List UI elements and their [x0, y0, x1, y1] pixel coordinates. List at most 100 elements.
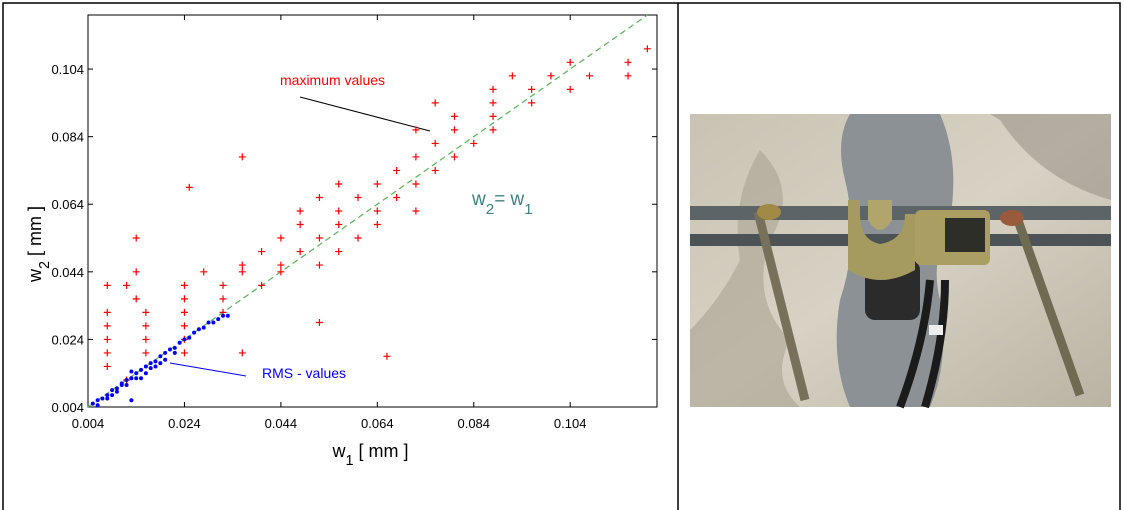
point — [296, 207, 304, 215]
y-axis-label-part: [ mm ] — [25, 206, 45, 261]
point — [129, 376, 134, 381]
y-axis-label: w2 [ mm ] — [25, 206, 53, 283]
point — [139, 367, 144, 372]
point — [489, 99, 497, 107]
point — [182, 337, 187, 342]
point — [315, 261, 323, 269]
x-axis-label-part: [ mm ] — [354, 441, 409, 461]
point — [277, 234, 285, 242]
point — [95, 403, 100, 408]
point — [450, 112, 458, 120]
y-tick-label: 0.064 — [51, 197, 84, 212]
x-axis-label: w1 [ mm ] — [332, 441, 409, 469]
point — [172, 345, 177, 350]
point — [296, 221, 304, 229]
point — [132, 295, 140, 303]
point — [335, 248, 343, 256]
point — [158, 354, 163, 359]
x-tick-label: 0.104 — [554, 416, 587, 431]
point — [216, 317, 221, 322]
point — [315, 319, 323, 327]
point — [489, 112, 497, 120]
point — [354, 193, 362, 201]
x-tick-label: 0.044 — [265, 416, 298, 431]
point — [238, 261, 246, 269]
x-tick-label: 0.004 — [72, 416, 105, 431]
point — [148, 361, 153, 366]
point — [143, 364, 148, 369]
point — [431, 166, 439, 174]
point — [431, 139, 439, 147]
point — [129, 398, 134, 403]
point — [489, 126, 497, 134]
identity-label-part: 2 — [486, 201, 494, 218]
point — [393, 166, 401, 174]
point — [200, 268, 208, 276]
point — [450, 153, 458, 161]
point — [124, 383, 129, 388]
point — [103, 335, 111, 343]
photo — [690, 114, 1111, 409]
point — [134, 371, 139, 376]
point — [187, 335, 192, 340]
point — [354, 234, 362, 242]
point — [180, 349, 188, 357]
point — [163, 357, 168, 362]
point — [163, 350, 168, 355]
annotation: maximum values — [280, 72, 385, 88]
x-tick-label: 0.084 — [457, 416, 490, 431]
leader-line — [299, 96, 431, 132]
point — [373, 180, 381, 188]
y-tick-label: 0.104 — [51, 62, 84, 77]
point — [296, 248, 304, 256]
identity-label-part: 1 — [524, 201, 532, 218]
point — [196, 327, 201, 332]
point — [103, 362, 111, 370]
point — [412, 153, 420, 161]
point — [153, 359, 158, 364]
point — [470, 139, 478, 147]
point — [383, 352, 391, 360]
point — [129, 369, 134, 374]
point — [566, 58, 574, 66]
y-axis-label-part: 2 — [37, 261, 53, 269]
point — [566, 85, 574, 93]
point — [412, 207, 420, 215]
plot-frame — [87, 14, 658, 408]
point — [315, 193, 323, 201]
point — [431, 99, 439, 107]
point — [238, 268, 246, 276]
point — [132, 234, 140, 242]
point — [180, 308, 188, 316]
point — [393, 193, 401, 201]
point — [258, 281, 266, 289]
point — [110, 393, 115, 398]
point — [373, 207, 381, 215]
point — [119, 383, 124, 388]
point — [103, 308, 111, 316]
point — [177, 340, 182, 345]
point — [528, 99, 536, 107]
point — [139, 376, 144, 381]
point — [225, 313, 230, 318]
point — [123, 281, 131, 289]
point — [219, 295, 227, 303]
point — [142, 308, 150, 316]
point — [172, 350, 177, 355]
point — [134, 376, 139, 381]
point — [335, 221, 343, 229]
point — [167, 347, 172, 352]
x-axis-label-part: 1 — [346, 453, 354, 469]
point — [528, 85, 536, 93]
y-tick-label: 0.084 — [51, 130, 84, 145]
point — [142, 335, 150, 343]
point — [643, 45, 651, 53]
leader-line — [169, 362, 247, 377]
point — [103, 281, 111, 289]
annotation: RMS - values — [262, 365, 346, 381]
point — [90, 401, 95, 406]
y-tick-label: 0.004 — [51, 400, 84, 415]
point — [192, 330, 197, 335]
identity-label-part: = w — [494, 189, 524, 210]
point — [114, 389, 119, 394]
